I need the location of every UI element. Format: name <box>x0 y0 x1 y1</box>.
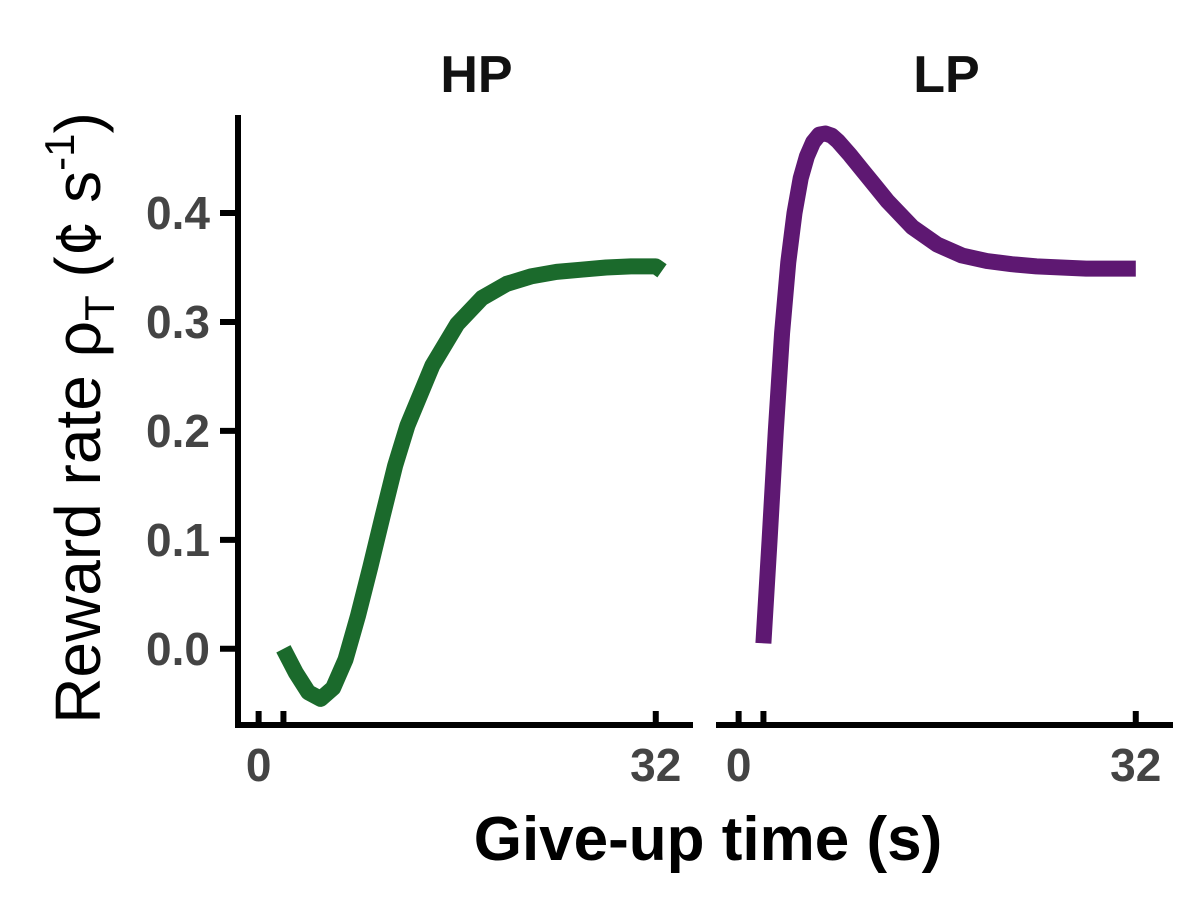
series-line <box>276 258 667 707</box>
x-tick-label: 32 <box>630 739 681 791</box>
panel-hp: HP 0 32 <box>236 46 693 791</box>
y-tick-label: 0.3 <box>146 296 210 348</box>
panel-title: LP <box>913 46 979 104</box>
y-tick-label: 0.4 <box>146 187 210 239</box>
series-line <box>755 125 1136 644</box>
y-tick-label: 0.0 <box>146 623 210 675</box>
y-axis-title: Reward rate ρT (¢ s-1) <box>36 112 123 724</box>
y-axis-title-subscript: T <box>76 295 123 321</box>
x-tick-label: 32 <box>1110 739 1161 791</box>
y-axis-title-main: Reward rate ρ <box>42 321 114 724</box>
panel-title: HP <box>440 46 512 104</box>
plot-area: 0.0 0.1 0.2 0.3 0.4 HP 0 32 LP 0 32 <box>146 46 1173 791</box>
y-axis-title-close: ) <box>42 112 114 133</box>
y-tick-label: 0.1 <box>146 514 210 566</box>
y-axis-title-superscript: -1 <box>36 134 83 171</box>
y-tick-label: 0.2 <box>146 405 210 457</box>
y-axis-title-unit: (¢ s <box>42 171 114 295</box>
x-axis-title: Give-up time (s) <box>474 805 943 874</box>
x-tick-label: 0 <box>726 739 752 791</box>
x-tick-label: 0 <box>246 739 272 791</box>
panel-lp: LP 0 32 <box>716 46 1173 791</box>
